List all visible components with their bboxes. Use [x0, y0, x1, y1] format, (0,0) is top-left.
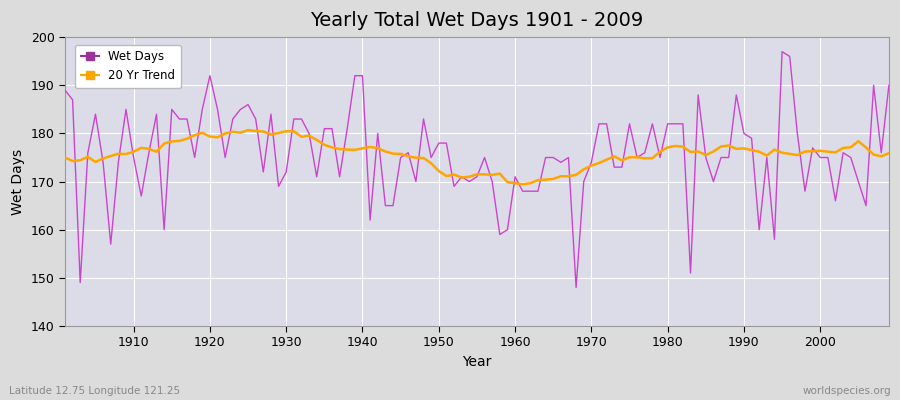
X-axis label: Year: Year	[463, 355, 491, 369]
Text: Latitude 12.75 Longitude 121.25: Latitude 12.75 Longitude 121.25	[9, 386, 180, 396]
Text: worldspecies.org: worldspecies.org	[803, 386, 891, 396]
Title: Yearly Total Wet Days 1901 - 2009: Yearly Total Wet Days 1901 - 2009	[310, 11, 644, 30]
Legend: Wet Days, 20 Yr Trend: Wet Days, 20 Yr Trend	[75, 44, 181, 88]
Y-axis label: Wet Days: Wet Days	[11, 148, 25, 215]
